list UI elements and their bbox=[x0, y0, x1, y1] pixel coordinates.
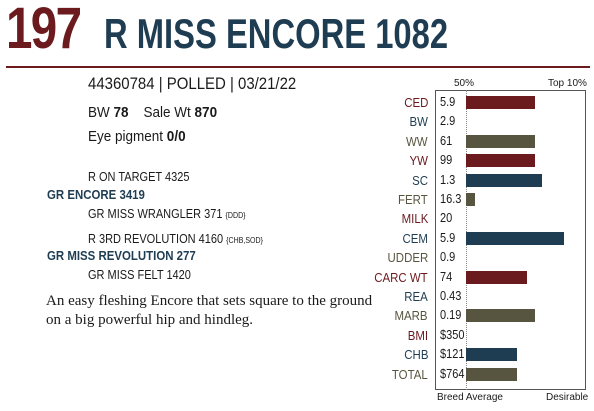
epd-label: CARC WT bbox=[374, 269, 428, 285]
epd-bar bbox=[466, 193, 475, 206]
pedigree-sire-sire: R ON TARGET 4325 bbox=[88, 170, 190, 184]
epd-value: 2.9 bbox=[440, 114, 456, 129]
registration-line: 44360784 | POLLED | 03/21/22 bbox=[88, 74, 297, 93]
epd-value: 0.9 bbox=[440, 250, 456, 265]
description-text: An easy fleshing Encore that sets square… bbox=[46, 293, 373, 328]
lot-number: 197 bbox=[6, 0, 82, 61]
sale-weight-value: 870 bbox=[194, 104, 218, 121]
epd-value: 0.19 bbox=[440, 308, 462, 323]
epd-value: 16.3 bbox=[440, 192, 462, 206]
epd-bar bbox=[466, 96, 535, 109]
header-rule bbox=[6, 66, 590, 68]
epd-label: BW bbox=[409, 114, 428, 130]
epd-bar bbox=[466, 367, 517, 381]
epd-label: MARB bbox=[394, 308, 428, 324]
epd-row-marb: MARB 0.19 bbox=[360, 306, 590, 325]
epd-label: CED bbox=[403, 95, 428, 110]
pedigree-sire-dam-name: GR MISS WRANGLER 371 bbox=[88, 207, 223, 221]
epd-label: REA bbox=[404, 289, 428, 304]
epd-label: WW bbox=[406, 133, 428, 149]
epd-row-milk: MILK 20 bbox=[360, 209, 590, 228]
epd-row-rea: REA 0.43 bbox=[360, 287, 590, 306]
epd-label: FERT bbox=[398, 192, 428, 207]
epd-value: 5.9 bbox=[440, 230, 456, 245]
eye-pigment-label: Eye pigment bbox=[88, 128, 164, 145]
epd-row-udder: UDDER 0.9 bbox=[360, 248, 590, 267]
pedigree-sire-dam-tag: {DDD} bbox=[225, 211, 246, 220]
epd-label: BMI bbox=[407, 327, 428, 343]
epd-row-fert: FERT 16.3 bbox=[360, 190, 590, 209]
epd-row-ced: CED 5.9 bbox=[360, 93, 590, 112]
bw-value: 78 bbox=[113, 104, 129, 121]
pedigree-dam: GR MISS REVOLUTION 277 bbox=[47, 248, 196, 263]
epd-label: CHB bbox=[403, 347, 428, 363]
epd-row-sc: SC 1.3 bbox=[360, 171, 590, 190]
epd-value: 0.43 bbox=[440, 289, 462, 303]
eye-pigment-value: 0/0 bbox=[166, 128, 186, 145]
epd-row-bw: BW 2.9 bbox=[360, 112, 590, 131]
epd-row-total: TOTAL $764 bbox=[360, 365, 590, 384]
epd-value: $764 bbox=[440, 366, 465, 381]
weights-line: BW 78 Sale Wt 870 bbox=[88, 104, 217, 122]
epd-label: UDDER bbox=[387, 250, 428, 266]
epd-header-top-10: Top 10% bbox=[548, 78, 587, 89]
epd-value: 5.9 bbox=[440, 95, 456, 109]
epd-bar bbox=[466, 309, 535, 323]
epd-value: 61 bbox=[440, 133, 453, 148]
epd-header-50-percent: 50% bbox=[454, 78, 475, 89]
epd-label: TOTAL bbox=[392, 366, 428, 382]
epd-label: YW bbox=[409, 153, 428, 169]
epd-footer-desirable: Desirable bbox=[546, 392, 589, 403]
pedigree-dam-sire-name: R 3RD REVOLUTION 4160 bbox=[88, 232, 224, 246]
epd-row-bmi: BMI $350 bbox=[360, 326, 590, 345]
pedigree-dam-sire-tag: {CHB,SOD} bbox=[226, 236, 263, 245]
epd-bar bbox=[466, 348, 517, 362]
epd-label: SC bbox=[412, 172, 428, 188]
pedigree-dam-dam: GR MISS FELT 1420 bbox=[88, 268, 191, 282]
epd-value: 20 bbox=[440, 211, 453, 226]
epd-row-chb: CHB $121 bbox=[360, 345, 590, 364]
eye-pigment-line: Eye pigment 0/0 bbox=[88, 128, 186, 146]
epd-row-ww: WW 61 bbox=[360, 132, 590, 151]
epd-chart-frame bbox=[435, 90, 586, 390]
epd-value: 1.3 bbox=[440, 172, 456, 187]
epd-bar bbox=[466, 134, 535, 148]
epd-bar bbox=[466, 154, 535, 168]
pedigree-sire-dam: GR MISS WRANGLER 371 {DDD} bbox=[88, 207, 246, 223]
epd-bar bbox=[466, 231, 564, 245]
epd-row-yw: YW 99 bbox=[360, 151, 590, 170]
epd-bar bbox=[466, 173, 543, 187]
pedigree-dam-sire: R 3RD REVOLUTION 4160 {CHB,SOD} bbox=[88, 232, 263, 248]
epd-row-carc-wt: CARC WT 74 bbox=[360, 268, 590, 287]
epd-row-cem: CEM 5.9 bbox=[360, 229, 590, 248]
epd-label: MILK bbox=[401, 211, 428, 227]
epd-value: 99 bbox=[440, 153, 453, 168]
epd-value: 74 bbox=[440, 269, 453, 284]
epd-footer-breed-average: Breed Average bbox=[437, 392, 503, 403]
pedigree-sire: GR ENCORE 3419 bbox=[47, 187, 145, 202]
bw-label: BW bbox=[88, 104, 110, 121]
epd-bar bbox=[466, 270, 527, 284]
animal-name: R MISS ENCORE 1082 bbox=[104, 10, 449, 57]
epd-label: CEM bbox=[402, 230, 428, 246]
epd-value: $121 bbox=[440, 347, 465, 362]
epd-value: $350 bbox=[440, 327, 465, 342]
sale-weight-label: Sale Wt bbox=[143, 104, 191, 121]
